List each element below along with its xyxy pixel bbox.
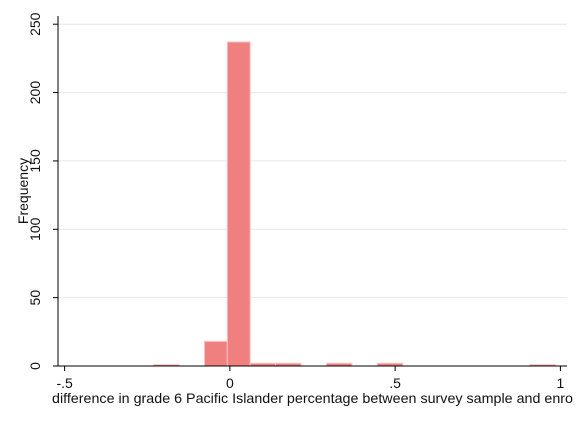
x-axis-title: difference in grade 6 Pacific Islander p… [52, 390, 573, 406]
y-axis-title: Frequency [15, 158, 31, 224]
histogram-bars [153, 41, 556, 367]
y-tick-label-2: 100 [27, 217, 43, 241]
x-tick-label-3: 1 [556, 375, 564, 391]
axes [57, 16, 567, 367]
y-tick-label-4: 200 [27, 81, 43, 105]
x-tick-label-1: 0 [226, 375, 234, 391]
histogram-bar-2 [226, 41, 251, 367]
y-tick-label-0: 0 [27, 362, 43, 370]
x-tick-label-2: .5 [389, 375, 401, 391]
y-tick-label-3: 150 [27, 149, 43, 173]
histogram-bar-1 [203, 340, 228, 367]
grid-lines [58, 23, 567, 299]
x-tick-label-0: -.5 [56, 375, 73, 391]
x-axis-ticks: -.5 0 .5 1 [56, 366, 564, 391]
y-tick-label-1: 50 [27, 290, 43, 306]
y-tick-label-5: 250 [27, 12, 43, 36]
y-axis-ticks: 0 50 100 150 200 250 [27, 12, 58, 370]
